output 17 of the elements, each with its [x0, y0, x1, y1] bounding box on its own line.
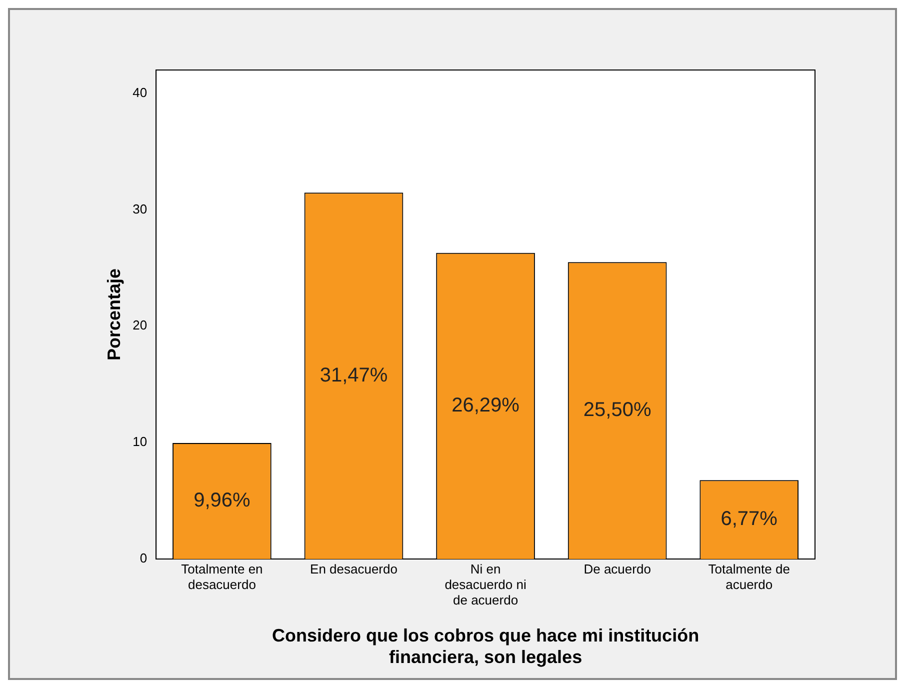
data-label: 26,29% — [452, 394, 520, 416]
data-label: 25,50% — [583, 399, 652, 422]
data-label: 9,96% — [194, 490, 251, 512]
x-axis-title: Considero que los cobros que hace mi institución financiera, son legales — [272, 626, 700, 668]
x-tick-label: En desacuerdo — [310, 561, 398, 576]
x-tick-label: De acuerdo — [584, 561, 651, 576]
y-tick-label: 0 — [140, 550, 148, 566]
y-axis-title: Porcentaje — [104, 268, 124, 361]
x-tick-label: Ni en desacuerdo ni de acuerdo — [444, 561, 526, 608]
y-tick-label: 20 — [132, 318, 148, 333]
y-tick-label: 10 — [132, 434, 148, 450]
y-tick-label: 30 — [132, 201, 148, 216]
data-label: 6,77% — [720, 508, 778, 530]
x-tick-label: Totalmente de acuerdo — [708, 561, 790, 592]
data-label: 31,47% — [320, 364, 388, 386]
x-tick-label: Totalmente en desacuerdo — [181, 561, 263, 592]
y-tick-label: 40 — [132, 84, 148, 100]
